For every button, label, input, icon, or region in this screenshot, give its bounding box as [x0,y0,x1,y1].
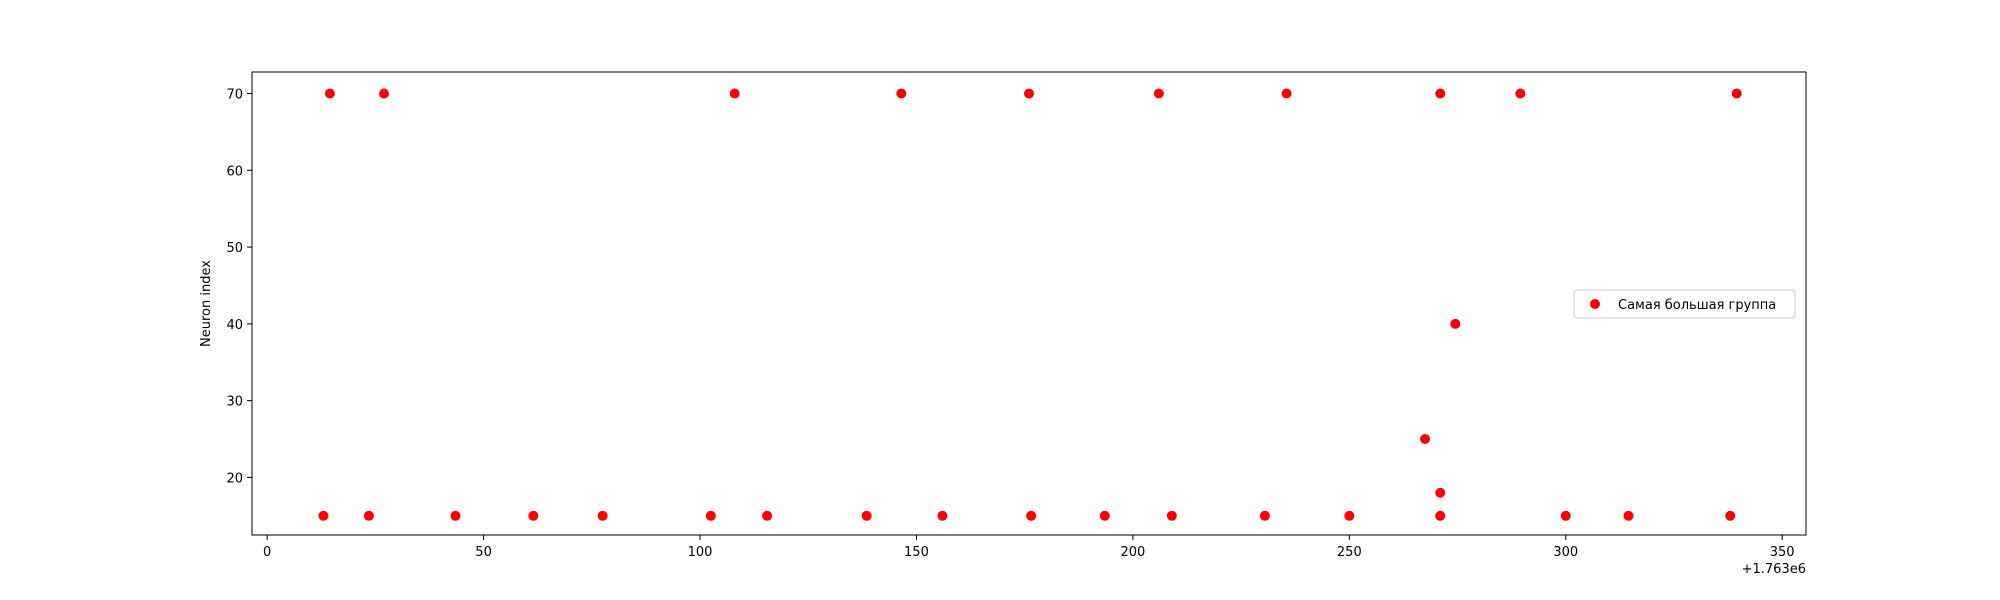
x-tick-label: 300 [1553,545,1578,560]
data-point [937,510,948,521]
data-point [450,510,461,521]
data-point [528,510,539,521]
y-tick-label: 50 [226,241,243,256]
data-point [762,510,773,521]
data-point [1099,510,1110,521]
legend-marker [1590,299,1600,309]
x-tick-label: 200 [1120,545,1145,560]
data-point [1026,510,1037,521]
data-point [1344,510,1355,521]
data-point [1153,88,1164,99]
data-point [705,510,716,521]
legend: Самая большая группа [1573,289,1796,319]
data-point [1420,434,1431,445]
legend-label: Самая большая группа [1618,298,1776,313]
data-point [1281,88,1292,99]
data-point [1560,510,1571,521]
data-point [1024,88,1034,99]
data-point [1435,487,1446,498]
y-tick-label: 30 [226,395,243,410]
data-point [1623,510,1634,521]
y-tick-label: 70 [226,87,243,102]
data-point [597,510,608,521]
x-tick-label: 250 [1337,545,1362,560]
data-point [318,510,329,521]
data-point [379,88,390,99]
x-axis-offset-label: +1.763e6 [1742,562,1806,577]
data-point [1515,88,1526,99]
data-point [1166,510,1177,521]
data-point [1450,318,1461,329]
legend-box [1573,289,1796,319]
data-point [363,510,374,521]
data-point [1259,510,1270,521]
plot-area-frame [251,71,1807,536]
data-point [1725,510,1736,521]
data-point [861,510,872,521]
x-tick-label: 50 [475,545,492,560]
data-point [324,88,335,99]
data-point [729,88,740,99]
data-point [1731,88,1742,99]
x-tick-label: 100 [688,545,713,560]
axis-ticks: 0 50 100 150 200 250 300 350 20 30 40 50 60 70 [226,87,1794,560]
x-tick-label: 350 [1770,545,1795,560]
y-axis-label: Neuron index [199,260,214,347]
y-tick-label: 40 [226,318,243,333]
data-point [1435,510,1446,521]
x-tick-label: 0 [263,545,271,560]
y-tick-label: 60 [226,164,243,179]
data-point [1435,88,1446,99]
y-tick-label: 20 [226,471,243,486]
data-points [318,88,1742,521]
data-point [896,88,907,99]
x-tick-label: 150 [904,545,929,560]
